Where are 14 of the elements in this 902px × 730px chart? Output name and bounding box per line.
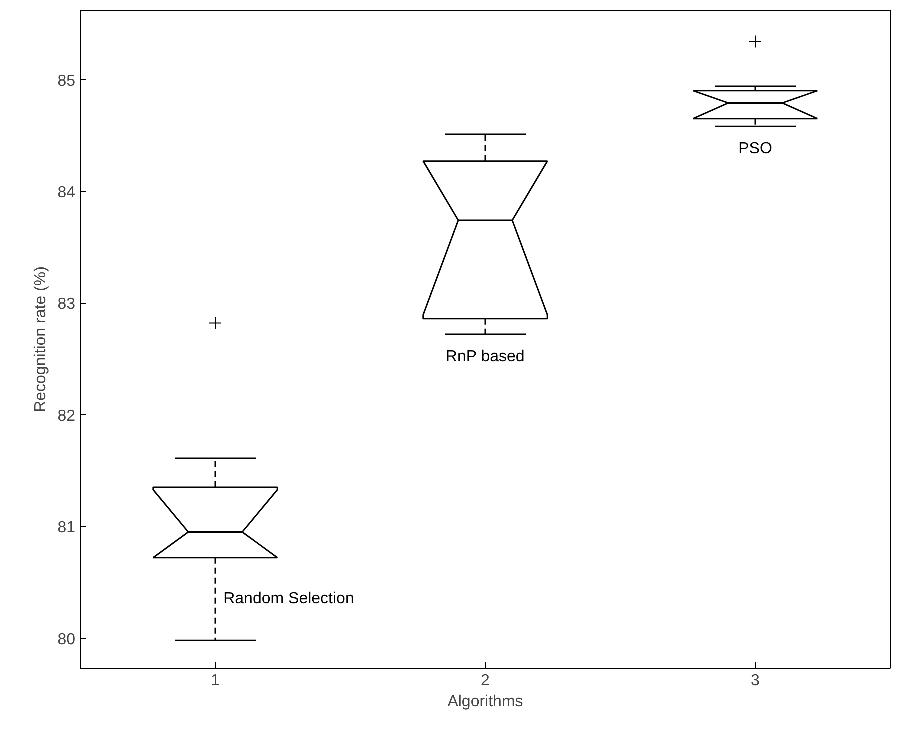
y-tick-label: 83 xyxy=(58,296,76,314)
y-axis-title: Recognition rate (%) xyxy=(32,266,50,412)
x-tick-label: 3 xyxy=(751,672,760,690)
y-tick-label: 84 xyxy=(58,184,76,202)
y-tick-label: 80 xyxy=(58,631,76,648)
x-tick-label: 1 xyxy=(211,672,220,690)
x-axis-title: Algorithms xyxy=(448,694,524,710)
y-tick-label: 82 xyxy=(58,408,76,425)
x-tick-label: 2 xyxy=(481,672,490,690)
annotation: Random Selection xyxy=(224,590,354,608)
y-tick-label: 81 xyxy=(58,520,76,537)
annotation: RnP based xyxy=(446,348,525,366)
y-tick-label: 85 xyxy=(58,72,76,90)
annotation: PSO xyxy=(738,140,772,158)
